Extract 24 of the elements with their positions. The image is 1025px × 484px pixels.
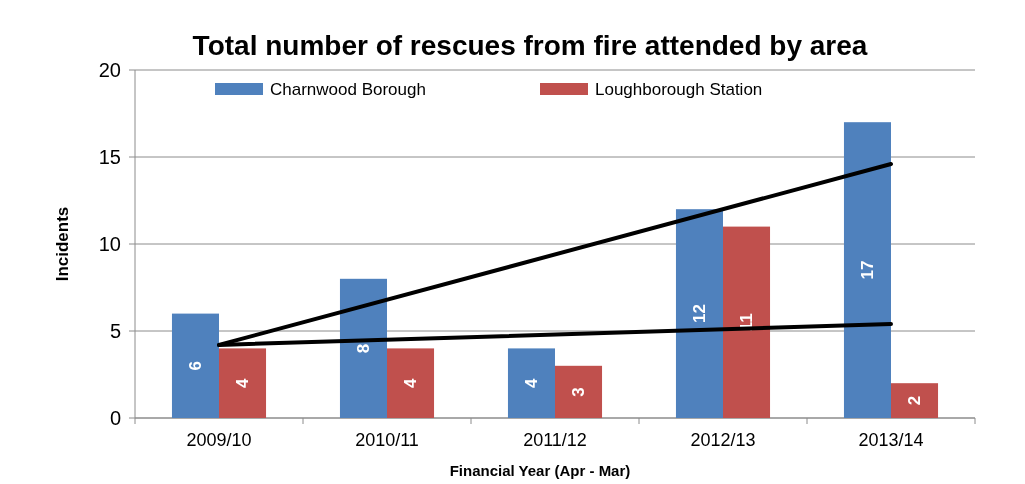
data-label: 4 (521, 377, 541, 388)
y-axis-title: Incidents (53, 206, 72, 282)
x-axis-title: Financial Year (Apr - Mar) (449, 462, 631, 479)
y-tick-label: 15 (98, 146, 121, 168)
x-tick-label: 2012/13 (690, 430, 756, 450)
x-tick-label: 2011/12 (523, 430, 587, 450)
data-label: 4 (401, 377, 421, 388)
chart-title: Total number of rescues from fire attended by area (192, 30, 868, 61)
data-label: 8 (353, 343, 373, 354)
x-tick-label: 2010/11 (355, 430, 419, 450)
data-label: 4 (233, 377, 253, 388)
data-label: 2 (905, 395, 925, 406)
data-label: 3 (569, 387, 589, 397)
x-tick-label: 2013/14 (858, 430, 924, 450)
y-tick-label: 0 (109, 407, 121, 429)
x-tick-label: 2009/10 (186, 430, 252, 450)
data-label: 17 (857, 260, 877, 280)
y-tick-label: 20 (98, 59, 121, 81)
data-label: 6 (185, 361, 205, 371)
data-label: 12 (689, 304, 709, 324)
legend-label: Charnwood Borough (270, 79, 426, 99)
y-tick-label: 5 (109, 320, 121, 342)
legend-label: Loughborough Station (595, 79, 763, 99)
y-tick-label: 10 (98, 233, 121, 255)
